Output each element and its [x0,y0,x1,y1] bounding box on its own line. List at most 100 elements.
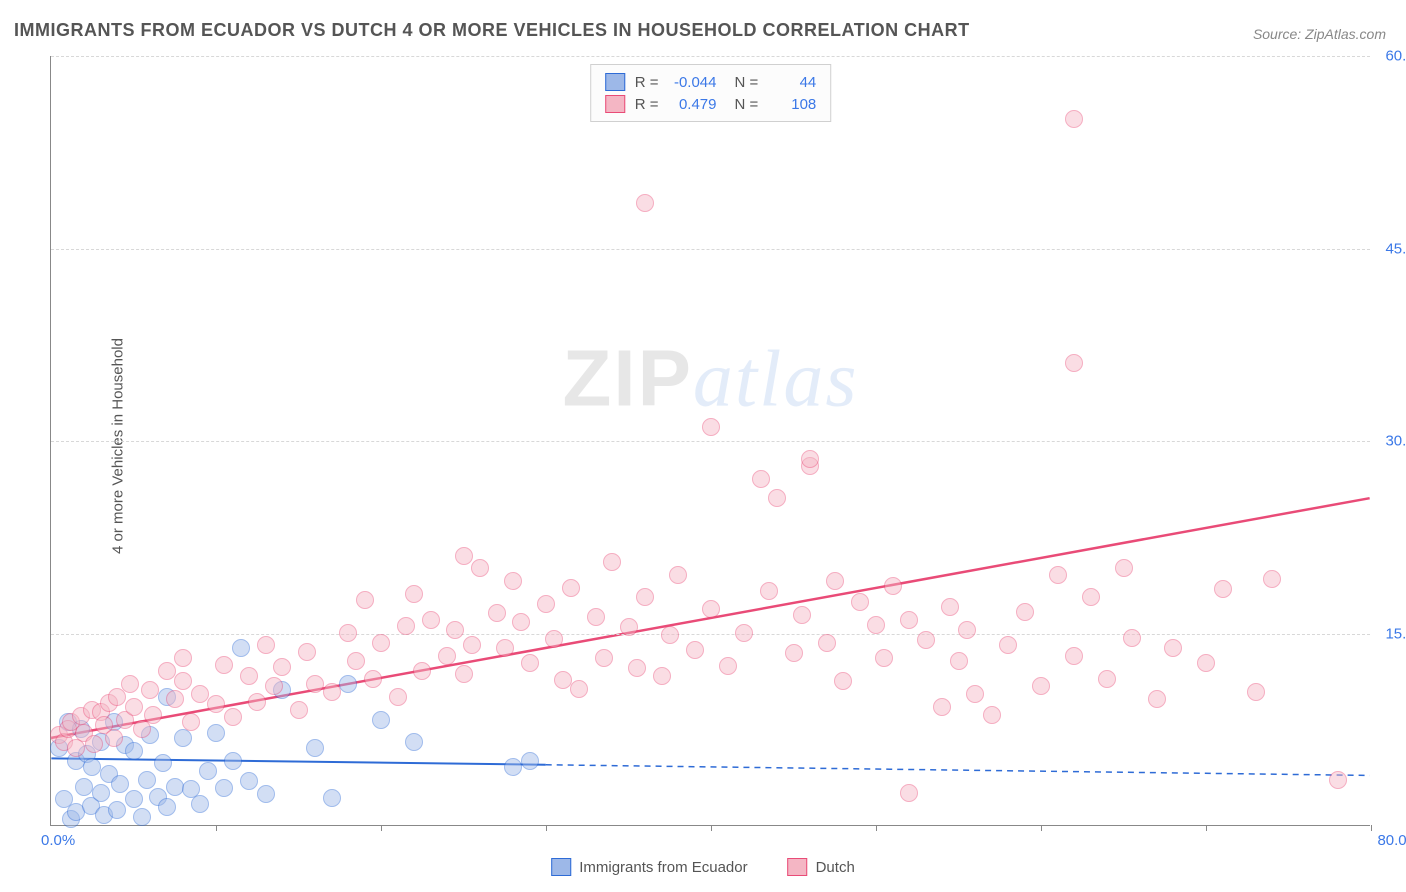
data-point [125,698,143,716]
data-point [752,470,770,488]
x-tick-mark [1041,825,1042,831]
data-point [950,652,968,670]
data-point [941,598,959,616]
legend-swatch [605,73,625,91]
data-point [257,785,275,803]
data-point [1032,677,1050,695]
data-point [1098,670,1116,688]
x-tick-mark [381,825,382,831]
data-point [570,680,588,698]
data-point [1065,647,1083,665]
data-point [900,611,918,629]
data-point [158,662,176,680]
data-point [661,626,679,644]
x-tick-mark [1206,825,1207,831]
data-point [851,593,869,611]
data-point [636,194,654,212]
data-point [834,672,852,690]
data-point [1263,570,1281,588]
data-point [785,644,803,662]
y-tick-label: 30.0% [1385,433,1406,450]
data-point [463,636,481,654]
data-point [191,685,209,703]
data-point [875,649,893,667]
gridline [51,441,1370,442]
legend-n-value: 108 [768,96,816,113]
data-point [801,450,819,468]
legend-r-value: -0.044 [669,74,717,91]
data-point [224,752,242,770]
data-point [290,701,308,719]
data-point [1197,654,1215,672]
x-tick-mark [876,825,877,831]
data-point [562,579,580,597]
legend-swatch [551,858,571,876]
correlation-legend: R =-0.044N =44R =0.479N =108 [590,64,832,122]
data-point [900,784,918,802]
watermark-zip: ZIP [562,333,692,422]
data-point [545,630,563,648]
x-tick-max: 80.0% [1377,832,1406,849]
data-point [191,795,209,813]
gridline [51,634,1370,635]
data-point [826,572,844,590]
y-tick-label: 15.0% [1385,625,1406,642]
gridline [51,56,1370,57]
data-point [174,649,192,667]
data-point [339,675,357,693]
source-label: Source: [1253,26,1301,42]
trend-line [51,758,545,764]
legend-n-label: N = [735,74,759,91]
data-point [372,711,390,729]
data-point [273,658,291,676]
legend-row: R =0.479N =108 [605,93,817,115]
source-value: ZipAtlas.com [1305,26,1386,42]
data-point [917,631,935,649]
data-point [446,621,464,639]
data-point [232,639,250,657]
data-point [867,616,885,634]
data-point [1329,771,1347,789]
watermark: ZIPatlas [562,332,858,425]
data-point [215,656,233,674]
data-point [1148,690,1166,708]
data-point [521,654,539,672]
data-point [595,649,613,667]
data-point [75,778,93,796]
data-point [702,600,720,618]
data-point [397,617,415,635]
data-point [125,742,143,760]
data-point [405,733,423,751]
data-point [496,639,514,657]
data-point [471,559,489,577]
x-tick-mark [711,825,712,831]
data-point [768,489,786,507]
data-point [364,670,382,688]
data-point [1065,354,1083,372]
data-point [735,624,753,642]
x-tick-min: 0.0% [41,832,75,849]
data-point [636,588,654,606]
legend-r-label: R = [635,96,659,113]
data-point [818,634,836,652]
legend-n-label: N = [735,96,759,113]
data-point [686,641,704,659]
scatter-plot: ZIPatlas R =-0.044N =44R =0.479N =108 0.… [50,56,1370,826]
data-point [298,643,316,661]
data-point [884,577,902,595]
chart-title: IMMIGRANTS FROM ECUADOR VS DUTCH 4 OR MO… [14,20,970,41]
x-tick-mark [216,825,217,831]
legend-row: R =-0.044N =44 [605,71,817,93]
data-point [455,547,473,565]
data-point [603,553,621,571]
data-point [1049,566,1067,584]
data-point [257,636,275,654]
data-point [438,647,456,665]
y-tick-label: 60.0% [1385,48,1406,65]
data-point [958,621,976,639]
gridline [51,249,1370,250]
data-point [793,606,811,624]
data-point [1214,580,1232,598]
data-point [339,624,357,642]
data-point [141,681,159,699]
